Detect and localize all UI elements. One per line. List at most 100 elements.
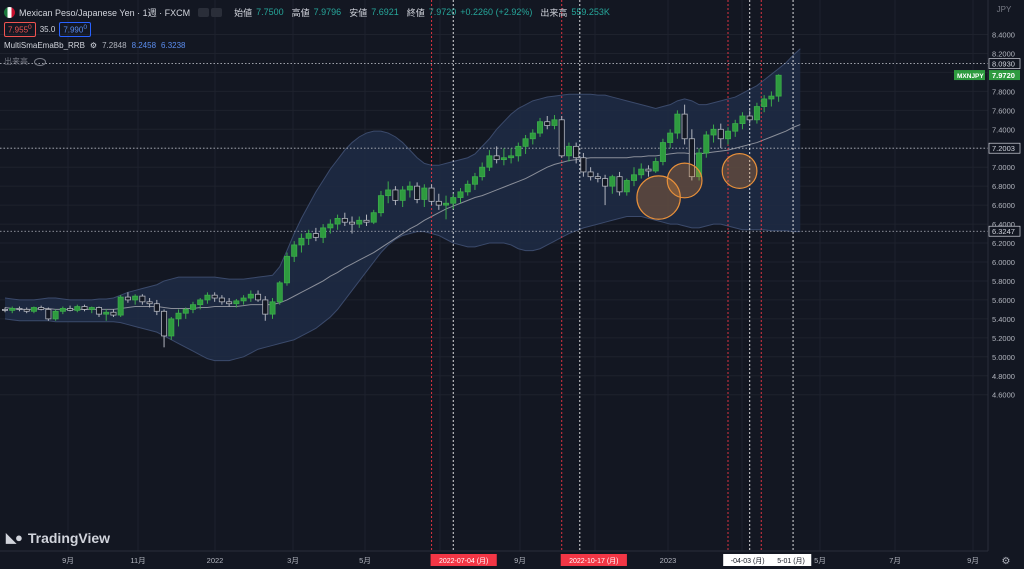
y-tick-label: 6.6000 xyxy=(992,201,1015,210)
candle-body xyxy=(558,119,565,157)
eye-icon[interactable] xyxy=(34,57,46,66)
date-label: 2022-10-17 (月) xyxy=(569,557,618,565)
indicator-lower-value: 6.3238 xyxy=(161,41,186,50)
x-tick-label: 2022 xyxy=(207,556,224,565)
x-tick-label: 5月 xyxy=(359,556,371,565)
more-icon[interactable] xyxy=(211,7,223,17)
price-line-tag xyxy=(988,225,1021,237)
price-line-tag xyxy=(988,142,1021,154)
volume-legend[interactable]: 出来高 xyxy=(4,56,46,67)
candle-body xyxy=(59,308,66,312)
candle-body xyxy=(38,307,45,310)
candle-body xyxy=(537,121,544,134)
candle-body xyxy=(717,128,724,140)
candle-body xyxy=(443,202,450,206)
candle-body xyxy=(753,106,760,121)
candle-body xyxy=(493,155,500,161)
candle-body xyxy=(211,294,218,299)
date-label: -04-03 (月) xyxy=(731,557,765,565)
candle-body xyxy=(298,237,305,246)
low-value: 7.6921 xyxy=(371,7,399,17)
candle-body xyxy=(631,174,638,181)
candle-body xyxy=(428,187,435,202)
candle-body xyxy=(204,294,211,301)
x-tick-label: 5月 xyxy=(814,556,826,565)
candle-body xyxy=(602,178,609,187)
candle-body xyxy=(515,145,522,157)
y-tick-label: 6.2000 xyxy=(992,239,1015,248)
spread-value: 35.0 xyxy=(39,24,56,34)
candle-body xyxy=(74,306,81,311)
x-tick-label: 9月 xyxy=(967,556,979,565)
lower-band-line xyxy=(4,215,801,362)
candle-body xyxy=(414,185,421,200)
legend-controls[interactable] xyxy=(198,7,223,17)
x-tick-label: 9月 xyxy=(62,556,74,565)
y-tick-label: 4.8000 xyxy=(992,372,1015,381)
date-label-bg xyxy=(430,554,497,566)
last-price-tag xyxy=(989,70,1020,81)
candle-body xyxy=(327,223,334,229)
candle-body xyxy=(768,95,775,100)
tradingview-logo: ◣● TradingView xyxy=(6,530,110,546)
buy-button[interactable]: 7.9900 xyxy=(59,22,92,37)
candle-body xyxy=(95,307,102,315)
candle-body xyxy=(168,318,175,337)
candle-body xyxy=(392,189,399,201)
last-price-label: 7.9720 xyxy=(992,71,1015,80)
candle-body xyxy=(609,176,616,187)
candle-body xyxy=(153,303,160,312)
high-label: 高値 xyxy=(291,7,310,18)
price-line-label: 8.0930 xyxy=(992,60,1015,69)
candle-body xyxy=(175,312,182,320)
indicator-legend[interactable]: MultiSmaEmaBb_RRB ⚙ 7.2848 8.2458 6.3238 xyxy=(4,41,186,50)
sell-button[interactable]: 7.9550 xyxy=(4,22,36,37)
y-tick-label: 5.8000 xyxy=(992,277,1015,286)
candle-body xyxy=(23,308,30,312)
candle-body xyxy=(334,217,341,225)
price-line-label: 7.2003 xyxy=(992,144,1015,153)
candle-body xyxy=(479,166,486,178)
candle-body xyxy=(349,221,356,225)
open-label: 始値 xyxy=(234,7,253,18)
hide-icon[interactable] xyxy=(198,7,210,17)
candle-body xyxy=(377,195,384,214)
candle-body xyxy=(124,296,131,301)
y-tick-label: 7.8000 xyxy=(992,87,1015,96)
symbol-tag-label: MXNJPY xyxy=(957,73,984,80)
candle-body xyxy=(363,219,370,223)
low-label: 安値 xyxy=(349,7,368,18)
settings-icon[interactable]: ⚙ xyxy=(89,41,98,50)
candle-body xyxy=(703,134,710,154)
y-tick-label: 6.8000 xyxy=(992,182,1015,191)
candle-body xyxy=(565,145,572,157)
x-tick-label: 3月 xyxy=(287,556,299,565)
candle-body xyxy=(320,227,327,238)
candle-body xyxy=(385,189,392,197)
date-label: 2022-07-04 (月) xyxy=(439,557,488,565)
y-tick-label: 6.0000 xyxy=(992,258,1015,267)
y-tick-label: 5.2000 xyxy=(992,334,1015,343)
highlight-circle xyxy=(721,153,758,189)
date-label-bg xyxy=(770,554,812,566)
candle-body xyxy=(30,307,37,312)
y-tick-label: 6.4000 xyxy=(992,220,1015,229)
candle-body xyxy=(696,152,703,178)
candle-body xyxy=(399,189,406,201)
candle-body xyxy=(739,115,746,124)
candle-body xyxy=(623,180,630,193)
candle-body xyxy=(732,123,739,132)
close-label: 終値 xyxy=(406,7,425,18)
candle-body xyxy=(688,138,695,178)
candle-body xyxy=(81,306,88,310)
axis-settings-icon[interactable]: ⚙ xyxy=(1002,556,1011,567)
candle-body xyxy=(464,183,471,193)
symbol-title[interactable]: Mexican Peso/Japanese Yen · 1週 · FXCM xyxy=(19,7,191,18)
candle-body xyxy=(117,296,124,316)
candle-body xyxy=(255,293,262,301)
y-tick-label: 5.6000 xyxy=(992,296,1015,305)
indicator-name[interactable]: MultiSmaEmaBb_RRB xyxy=(4,41,85,50)
candle-body xyxy=(681,113,688,140)
candle-body xyxy=(370,212,377,223)
